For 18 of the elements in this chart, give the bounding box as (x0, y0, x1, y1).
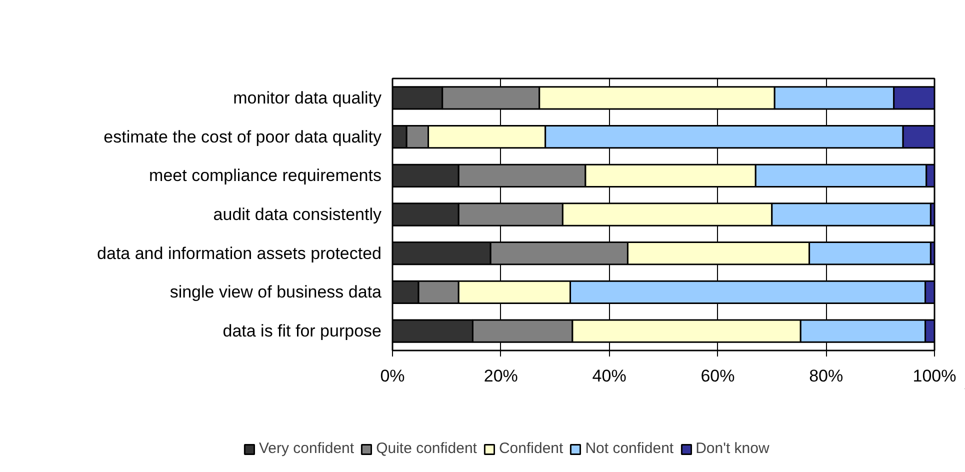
legend-label: Quite confident (376, 440, 477, 457)
y-tick-label: data is fit for purpose (222, 322, 382, 341)
legend-label: Confident (498, 440, 564, 457)
y-tick-label: data and information assets protected (97, 244, 382, 263)
x-tick-label: 40% (592, 366, 626, 386)
legend-label: Very confident (259, 440, 354, 457)
y-tick-label: audit data consistently (213, 205, 382, 224)
x-tick-label: 80% (809, 366, 844, 386)
x-tick-label: 0% (380, 366, 405, 386)
y-tick-label: single view of business data (170, 282, 382, 302)
x-tick-label: 60% (700, 366, 735, 386)
y-tick-label: estimate the cost of poor data quality (104, 127, 382, 146)
legend-label: Don't know (696, 440, 770, 457)
y-tick-label: meet compliance requirements (149, 166, 382, 186)
x-tick-label: 20% (484, 366, 518, 386)
legend-label: Not confident (585, 440, 674, 457)
x-tick-label: 100% (912, 366, 956, 386)
y-tick-label: monitor data quality (233, 88, 382, 108)
